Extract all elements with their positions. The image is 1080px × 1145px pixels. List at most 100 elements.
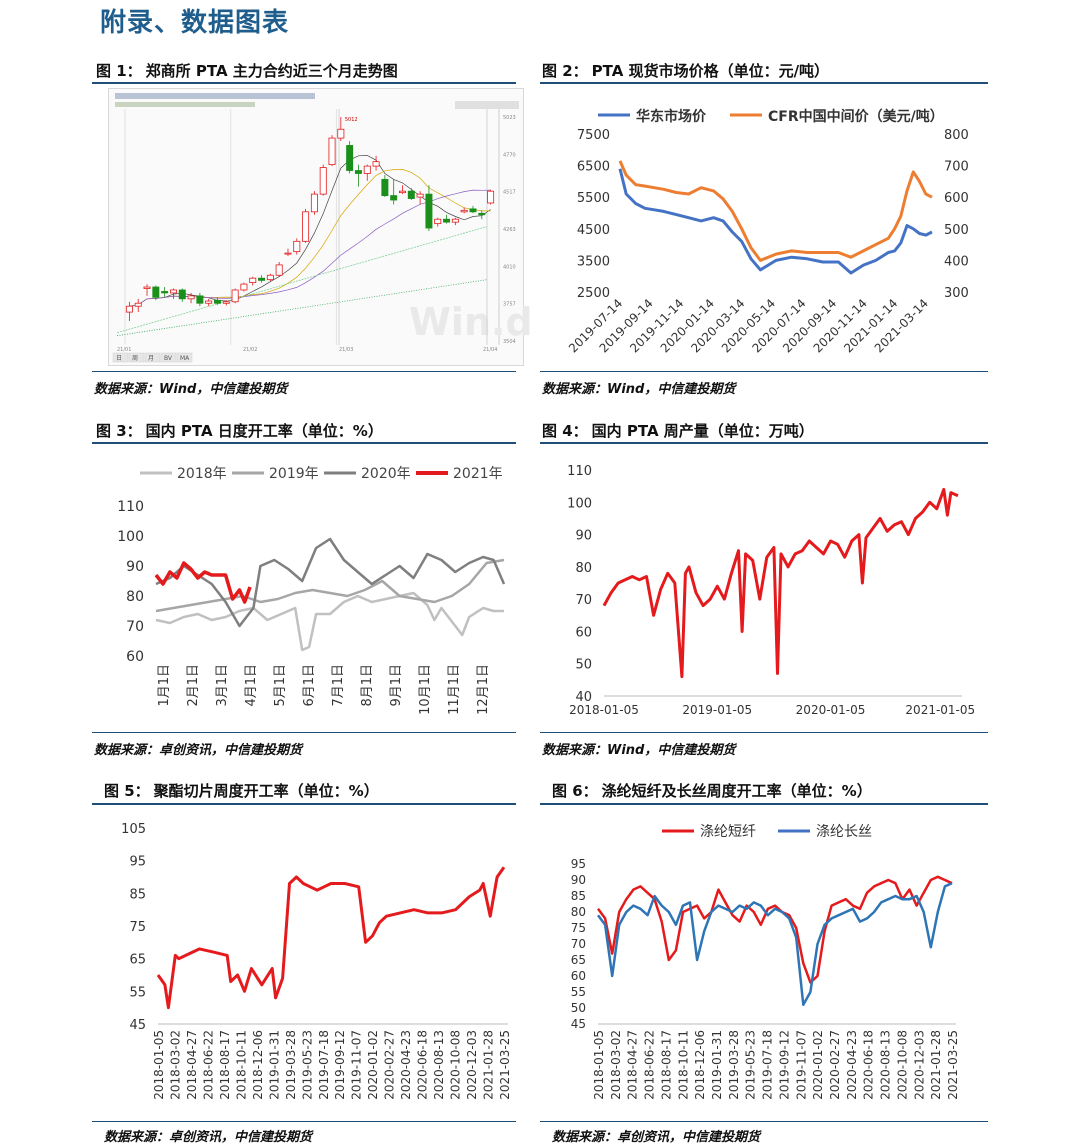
- x-tick-label: 2月1日: [186, 664, 201, 707]
- candle-body: [381, 178, 389, 196]
- x-tick-label: 2021-03-25: [946, 1030, 960, 1100]
- y-tick-label: 95: [129, 855, 146, 870]
- x-tick-label: 2019-07-18: [317, 1030, 331, 1100]
- candle-body: [231, 289, 239, 303]
- x-tick-label: 2020-02-27: [828, 1030, 842, 1100]
- figure-2-title: 图 2： PTA 现货市场价格（单位：元/吨）: [542, 62, 830, 80]
- y-tick-label: 4263: [503, 227, 516, 233]
- y-tick-label: 55: [571, 985, 586, 999]
- figure-6-title: 图 6： 涤纶短纤及长丝周度开工率（单位：%）: [552, 782, 872, 800]
- x-tick-label: 2019-11-07: [794, 1030, 808, 1100]
- candle-body: [125, 305, 133, 313]
- x-tick-label: 2020-12-03: [465, 1030, 479, 1100]
- polyester-fiber-rate-chart: 涤纶短纤 涤纶长丝 95 90 85 80 75 70 65 60 55 50 45 2018-01-05…: [571, 824, 960, 1100]
- candle-body: [161, 291, 169, 294]
- candle-body: [354, 170, 362, 174]
- y-left-tick-label: 7500: [577, 128, 610, 143]
- figure-5-source: 数据来源：卓创资讯，中信建投期货: [104, 1130, 313, 1145]
- legend-label: 2021年: [453, 466, 503, 482]
- y-tick-label: 4770: [503, 152, 516, 158]
- figure-3-top-rule: [92, 442, 516, 444]
- bottom-tab-label: 日: [116, 355, 122, 362]
- y-right-tick-label: 500: [944, 223, 969, 238]
- x-tick-label: 2019-07-18: [761, 1030, 775, 1100]
- x-tick-label: 2020-02-27: [383, 1030, 397, 1100]
- bottom-tab: [176, 352, 193, 363]
- bottom-tab: [128, 352, 145, 363]
- y-tick-label: 100: [117, 529, 144, 545]
- y-tick-label: 60: [571, 969, 586, 983]
- legend-label: 2019年: [269, 466, 319, 482]
- x-tick-label: 2019-09-12: [777, 1030, 791, 1100]
- figure-5-bottom-rule: [92, 1121, 516, 1122]
- x-tick-label: 21/04: [483, 347, 497, 353]
- candle-body: [249, 277, 257, 284]
- candle-body: [425, 193, 433, 229]
- x-tick-label: 2019-09-12: [333, 1030, 347, 1100]
- x-tick-label: 8月1日: [360, 664, 375, 707]
- y-tick-label: 105: [121, 822, 146, 837]
- daily-operating-rate-chart: 2018年 2019年 2020年 2021年 110 100 90 80 70 60 1月1日 2月…: [117, 466, 506, 715]
- x-tick-label: 2019-01-05: [682, 703, 752, 717]
- figure-6-top-rule: [540, 803, 988, 805]
- watermark: Win.d: [409, 300, 533, 344]
- y-left-tick-label: 3500: [577, 254, 610, 269]
- candle-body: [196, 295, 204, 304]
- y-tick-label: 50: [575, 658, 592, 673]
- x-tick-label: 10月1日: [418, 664, 433, 715]
- y-tick-label: 70: [126, 619, 144, 635]
- x-tick-label: 2021-01-28: [482, 1030, 496, 1100]
- y-tick-label: 75: [129, 920, 146, 935]
- x-tick-label: 2020-01-02: [366, 1030, 380, 1100]
- y-tick-label: 110: [117, 499, 144, 515]
- x-tick-label: 2019-03-28: [727, 1030, 741, 1100]
- candle-body: [469, 208, 477, 213]
- x-tick-label: 2020-10-08: [449, 1030, 463, 1100]
- legend-label: 涤纶长丝: [816, 824, 872, 840]
- figure-1-top-rule: [92, 82, 516, 84]
- series-line-filament: [596, 882, 953, 1007]
- y-tick-label: 45: [571, 1017, 586, 1031]
- figure-1-title: 图 1： 郑商所 PTA 主力合约近三个月走势图: [96, 62, 398, 80]
- x-tick-label: 9月1日: [389, 664, 404, 707]
- x-tick-label: 6月1日: [302, 664, 317, 707]
- x-tick-label: 2019-05-23: [744, 1030, 758, 1100]
- candle-body: [302, 211, 310, 242]
- figure-4-bottom-rule: [540, 732, 988, 733]
- x-tick-label: 2021-01-28: [929, 1030, 943, 1100]
- x-tick-label: 2018-06-22: [643, 1030, 657, 1100]
- x-tick-label: 2018-03-02: [609, 1030, 623, 1100]
- y-left-tick-label: 6500: [577, 160, 610, 175]
- x-tick-label: 21/01: [117, 347, 131, 353]
- candle-body: [240, 283, 248, 291]
- candle-body: [443, 218, 451, 223]
- x-tick-label: 2018-01-05: [592, 1030, 606, 1100]
- figure-4-top-rule: [540, 442, 988, 444]
- candle-body: [187, 295, 195, 300]
- bottom-tab: [160, 352, 177, 363]
- candle-body: [134, 302, 142, 307]
- series-line-2020: [155, 537, 506, 628]
- y-tick-label: 5023: [503, 115, 516, 121]
- x-tick-label: 2020-08-13: [879, 1030, 893, 1100]
- candle-body: [152, 286, 160, 298]
- x-tick-label: 2020-06-18: [416, 1030, 430, 1100]
- bottom-tab-label: 周: [132, 355, 138, 362]
- y-left-tick-label: 2500: [577, 286, 610, 301]
- candle-body: [346, 145, 354, 171]
- y-right-tick-label: 700: [944, 160, 969, 175]
- candle-body: [372, 161, 380, 167]
- x-tick-label: 2018-06-22: [201, 1030, 215, 1100]
- series-line-polyester-chip: [156, 866, 506, 1010]
- y-tick-label: 60: [575, 625, 592, 640]
- figure-4-title: 图 4： 国内 PTA 周产量（单位：万吨）: [542, 422, 814, 440]
- x-tick-label: 3月1日: [215, 664, 230, 707]
- x-tick-label: 2020-12-03: [912, 1030, 926, 1100]
- candle-body: [319, 167, 327, 195]
- y-tick-label: 85: [129, 887, 146, 902]
- x-tick-label: 21/02: [243, 347, 257, 353]
- candle-body: [284, 252, 292, 255]
- candlestick-chart-panel: 5023 4770 4517 4263 4010 3757 3504 Win.d 21/01 21…: [108, 88, 533, 366]
